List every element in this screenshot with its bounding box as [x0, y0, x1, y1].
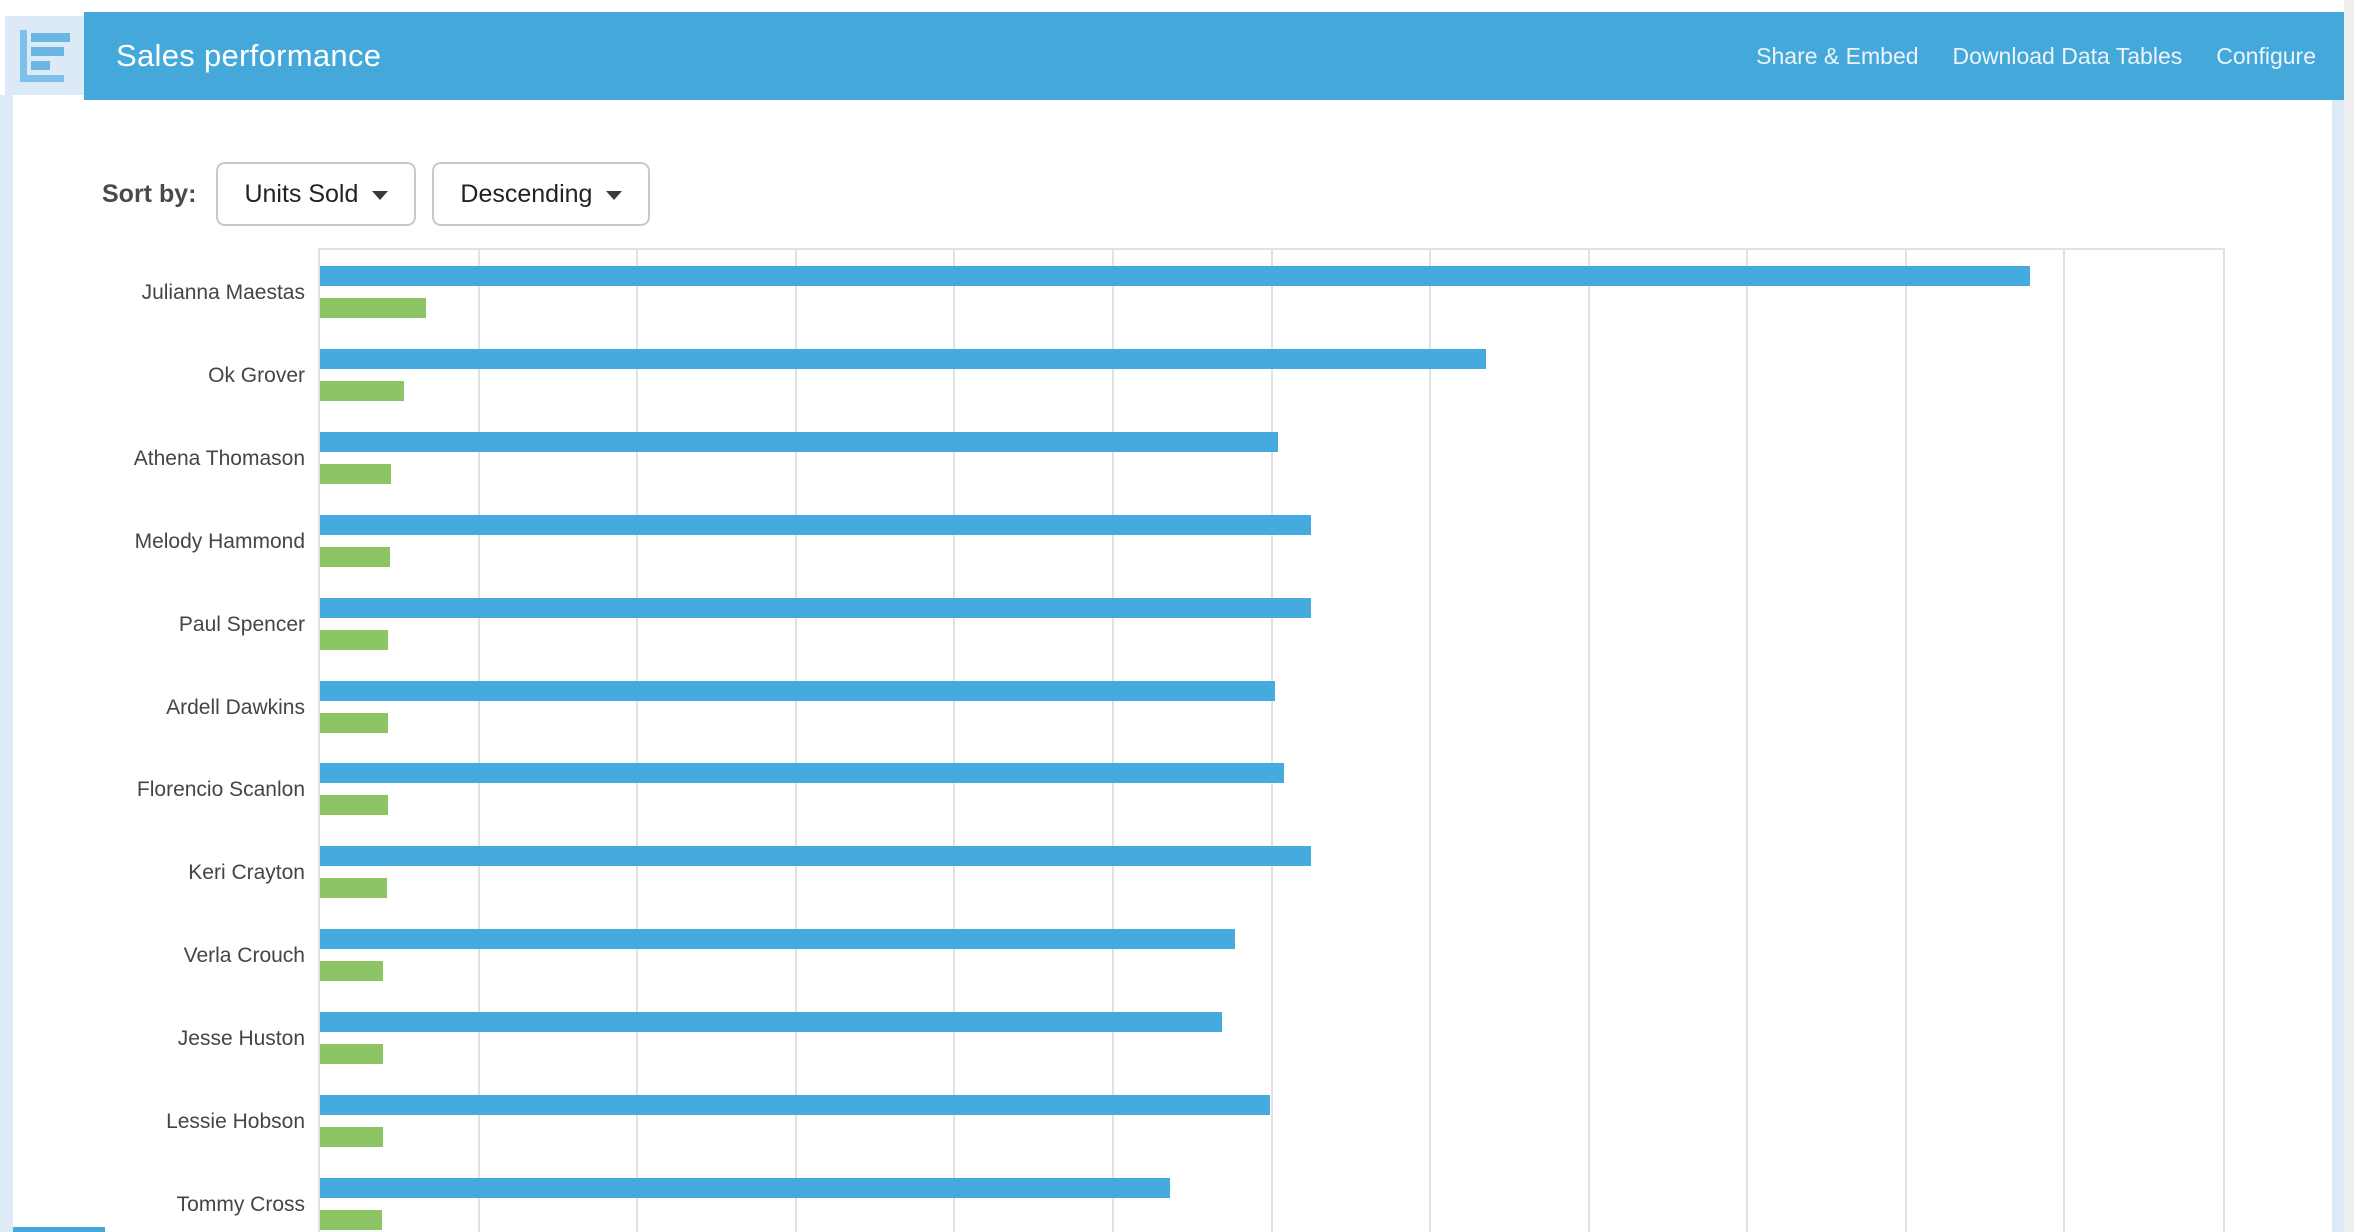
bar-series-green[interactable]	[320, 1210, 382, 1230]
category-label: Ardell Dawkins	[166, 696, 305, 720]
bar-series-blue[interactable]	[320, 349, 1486, 369]
sort-field-dropdown[interactable]: Units Sold	[216, 162, 416, 226]
page-title: Sales performance	[116, 38, 381, 74]
bar-series-green[interactable]	[320, 795, 388, 815]
page: Sales performance Share & Embed Download…	[0, 0, 2354, 1232]
bar-series-blue[interactable]	[320, 598, 1311, 618]
bar-series-blue[interactable]	[320, 846, 1311, 866]
sort-by-label: Sort by:	[102, 180, 196, 209]
sort-direction-value: Descending	[460, 180, 592, 209]
sort-direction-dropdown[interactable]: Descending	[432, 162, 650, 226]
configure-link[interactable]: Configure	[2216, 43, 2316, 70]
category-label: Florencio Scanlon	[137, 778, 305, 802]
header-bar: Sales performance Share & Embed Download…	[84, 12, 2344, 100]
bar-series-green[interactable]	[320, 1044, 383, 1064]
chart-row: Athena Thomason	[320, 416, 2223, 499]
outer-background-strip	[2344, 0, 2354, 1232]
chart-row: Ok Grover	[320, 333, 2223, 416]
bar-series-blue[interactable]	[320, 929, 1235, 949]
chart-row: Lessie Hobson	[320, 1079, 2223, 1162]
bar-series-blue[interactable]	[320, 432, 1278, 452]
bar-series-green[interactable]	[320, 547, 390, 567]
bar-series-green[interactable]	[320, 713, 388, 733]
chart-row: Jesse Huston	[320, 996, 2223, 1079]
bar-series-blue[interactable]	[320, 681, 1275, 701]
bar-series-blue[interactable]	[320, 1095, 1270, 1115]
chart-row: Julianna Maestas	[320, 250, 2223, 333]
sort-controls: Sort by: Units Sold Descending	[102, 162, 666, 226]
bar-series-green[interactable]	[320, 464, 391, 484]
chart-row: Paul Spencer	[320, 582, 2223, 665]
category-label: Athena Thomason	[134, 447, 305, 471]
chart-row: Tommy Cross	[320, 1162, 2223, 1232]
category-label: Paul Spencer	[179, 613, 305, 637]
bar-series-green[interactable]	[320, 298, 426, 318]
bar-chart-logo-icon	[20, 30, 70, 82]
bar-series-blue[interactable]	[320, 266, 2030, 286]
category-label: Ok Grover	[208, 364, 305, 388]
app-logo[interactable]	[5, 16, 84, 95]
chart-plot-area: Julianna Maestas Ok Grover Athena Thomas…	[318, 248, 2225, 1232]
header-nav: Share & Embed Download Data Tables Confi…	[1756, 43, 2316, 70]
category-label: Verla Crouch	[184, 944, 305, 968]
bar-series-blue[interactable]	[320, 763, 1284, 783]
bar-series-green[interactable]	[320, 961, 383, 981]
chart-row: Keri Crayton	[320, 830, 2223, 913]
bar-series-green[interactable]	[320, 878, 387, 898]
category-label: Melody Hammond	[135, 530, 305, 554]
bar-series-blue[interactable]	[320, 515, 1311, 535]
category-label: Jesse Huston	[178, 1027, 305, 1051]
chart-row: Ardell Dawkins	[320, 665, 2223, 748]
page-frame-left	[0, 95, 13, 1232]
caret-down-icon	[606, 191, 622, 200]
download-data-tables-link[interactable]: Download Data Tables	[1953, 43, 2183, 70]
footer-blue-strip	[13, 1227, 105, 1232]
page-frame-right	[2332, 100, 2344, 1232]
bar-series-blue[interactable]	[320, 1178, 1170, 1198]
bar-series-green[interactable]	[320, 381, 404, 401]
category-label: Julianna Maestas	[142, 281, 305, 305]
sort-field-value: Units Sold	[244, 180, 358, 209]
category-label: Lessie Hobson	[166, 1110, 305, 1134]
bar-series-blue[interactable]	[320, 1012, 1222, 1032]
chart-row: Verla Crouch	[320, 913, 2223, 996]
bar-series-green[interactable]	[320, 630, 388, 650]
caret-down-icon	[372, 191, 388, 200]
category-label: Tommy Cross	[177, 1193, 305, 1217]
bar-series-green[interactable]	[320, 1127, 383, 1147]
category-label: Keri Crayton	[188, 861, 305, 885]
chart-row: Florencio Scanlon	[320, 747, 2223, 830]
chart-row: Melody Hammond	[320, 499, 2223, 582]
share-embed-link[interactable]: Share & Embed	[1756, 43, 1918, 70]
